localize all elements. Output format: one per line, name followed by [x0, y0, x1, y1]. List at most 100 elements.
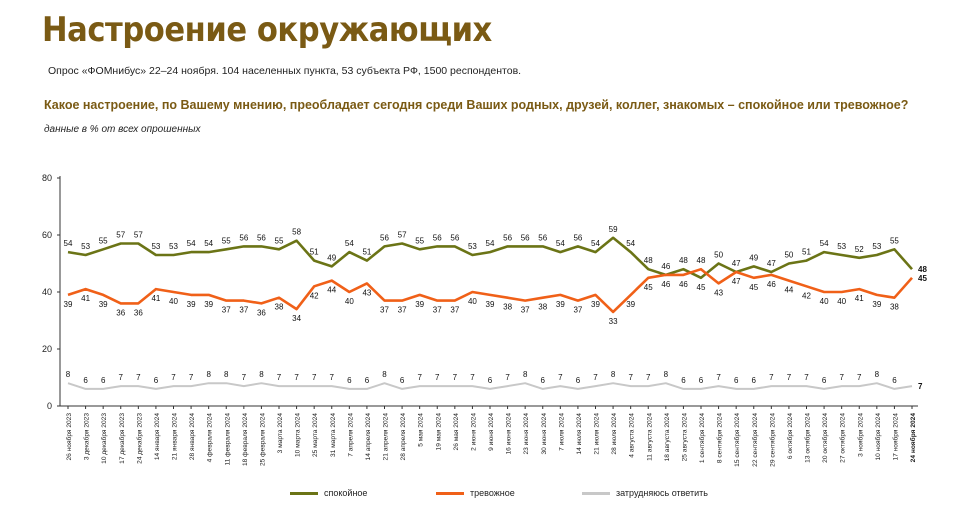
data-label: 55	[222, 236, 231, 245]
data-label: 7	[312, 373, 317, 382]
data-label: 39	[415, 300, 424, 309]
data-label: 7	[769, 373, 774, 382]
data-label: 55	[275, 236, 284, 245]
data-label: 7	[558, 373, 563, 382]
data-label: 7	[716, 373, 721, 382]
data-label: 46	[679, 280, 688, 289]
data-label: 8	[664, 370, 669, 379]
data-label: 6	[400, 376, 405, 385]
data-label: 49	[327, 253, 336, 262]
data-label: 7	[857, 373, 862, 382]
data-label: 48	[644, 256, 653, 265]
page-title: Настроение окружающих	[42, 10, 492, 50]
x-tick-label: 28 июля 2024	[611, 413, 618, 455]
data-label: 38	[275, 303, 284, 312]
x-tick-label: 16 июня 2024	[506, 413, 513, 455]
data-label: 6	[488, 376, 493, 385]
data-label: 37	[380, 306, 389, 315]
x-tick-label: 14 июля 2024	[576, 413, 583, 455]
x-tick-label: 11 августа 2024	[646, 413, 653, 461]
x-tick-label: 18 августа 2024	[664, 413, 671, 462]
data-label: 59	[609, 225, 618, 234]
data-label: 54	[204, 239, 213, 248]
data-label: 51	[362, 248, 371, 257]
x-tick-label: 20 октября 2024	[821, 413, 829, 463]
data-label: 40	[820, 297, 829, 306]
data-label: 56	[380, 233, 389, 242]
data-label: 53	[872, 242, 881, 251]
data-label: 7	[119, 373, 124, 382]
x-tick-label: 4 февраля 2024	[207, 413, 214, 463]
data-label: 33	[609, 317, 618, 326]
data-label: 7	[277, 373, 282, 382]
data-label: 7	[593, 373, 598, 382]
data-label: 42	[802, 291, 811, 300]
data-label: 39	[872, 300, 881, 309]
y-tick-label: 40	[42, 287, 52, 297]
x-tick-label: 10 ноября 2024	[874, 413, 882, 461]
data-label: 40	[468, 297, 477, 306]
x-tick-label: 14 апреля 2024	[365, 413, 372, 461]
x-tick-label: 28 января 2024	[189, 413, 196, 460]
legend-swatch-calm	[290, 491, 318, 495]
data-label: 8	[224, 370, 229, 379]
x-tick-label: 4 августа 2024	[629, 413, 636, 458]
data-label: 54	[64, 239, 73, 248]
data-label: 56	[239, 233, 248, 242]
data-label: 8	[66, 370, 71, 379]
data-label: 48	[918, 265, 927, 274]
data-label: 51	[802, 248, 811, 257]
data-label: 8	[611, 370, 616, 379]
data-label: 45	[749, 283, 758, 292]
data-label: 7	[435, 373, 440, 382]
legend-swatch-anxious	[436, 491, 464, 495]
data-label: 7	[330, 373, 335, 382]
data-label: 52	[855, 245, 864, 254]
legend-item-anxious: тревожное	[436, 488, 515, 498]
data-label: 6	[734, 376, 739, 385]
data-label: 7	[136, 373, 141, 382]
x-tick-label: 24 декабря 2023	[135, 413, 143, 464]
survey-question: Какое настроение, по Вашему мнению, прео…	[44, 98, 909, 112]
data-label: 38	[890, 303, 899, 312]
data-label: 54	[187, 239, 196, 248]
x-tick-label: 28 апреля 2024	[400, 413, 407, 461]
data-label: 56	[573, 233, 582, 242]
data-label: 39	[591, 300, 600, 309]
data-label: 39	[556, 300, 565, 309]
data-label: 37	[239, 306, 248, 315]
data-label: 48	[679, 256, 688, 265]
data-label: 7	[171, 373, 176, 382]
x-tick-label: 26 ноября 2023	[65, 413, 73, 461]
data-label: 39	[486, 300, 495, 309]
data-label: 7	[646, 373, 651, 382]
x-tick-label: 30 июня 2024	[541, 413, 548, 455]
data-label: 40	[345, 297, 354, 306]
x-tick-label: 14 января 2024	[154, 413, 161, 460]
x-tick-label: 3 ноября 2024	[856, 413, 864, 457]
data-label: 53	[151, 242, 160, 251]
legend-item-calm: спокойное	[290, 488, 367, 498]
data-label: 6	[541, 376, 546, 385]
legend-item-undecided: затрудняюсь ответить	[582, 488, 708, 498]
x-tick-label: 9 июня 2024	[488, 413, 495, 451]
data-label: 36	[134, 308, 143, 317]
x-tick-label: 25 марта 2024	[312, 413, 319, 457]
data-label: 47	[767, 259, 776, 268]
data-label: 37	[573, 306, 582, 315]
x-tick-label: 31 марта 2024	[330, 413, 337, 457]
data-label: 54	[820, 239, 829, 248]
data-label: 6	[154, 376, 159, 385]
data-label: 7	[189, 373, 194, 382]
data-label: 6	[892, 376, 897, 385]
data-label: 7	[804, 373, 809, 382]
data-label: 56	[450, 233, 459, 242]
data-label: 8	[259, 370, 264, 379]
series-line-1	[67, 267, 913, 314]
data-label: 48	[697, 256, 706, 265]
x-tick-label: 7 апреля 2024	[347, 413, 354, 457]
data-label: 43	[362, 288, 371, 297]
data-label: 51	[310, 248, 319, 257]
data-label: 41	[855, 294, 864, 303]
